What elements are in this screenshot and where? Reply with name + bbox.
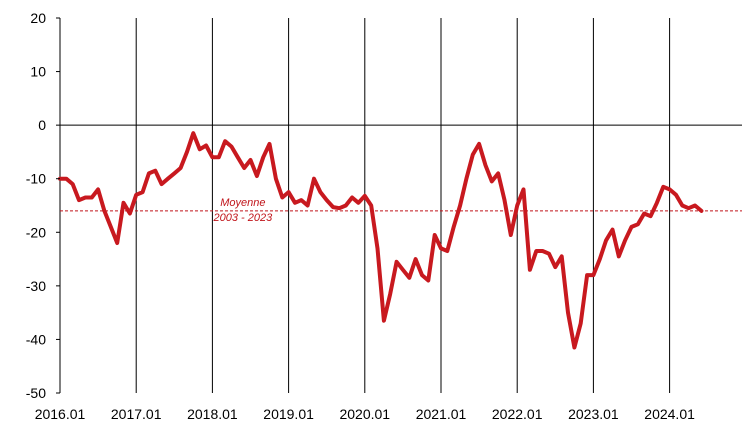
- series-line: [58, 131, 704, 350]
- y-tick-label: -40: [26, 331, 46, 347]
- x-tick-label: 2018.01: [187, 406, 238, 422]
- y-tick-label: 20: [30, 10, 46, 26]
- x-tick-label: 2020.01: [339, 406, 390, 422]
- average-label-line2: 2003 - 2023: [213, 212, 274, 224]
- vertical-gridlines: [135, 18, 671, 393]
- x-tick-label: 2023.01: [568, 406, 619, 422]
- y-tick-labels: 20 10 0 -10 -20 -30 -40 -50: [26, 10, 60, 401]
- x-tick-label: 2021.01: [416, 406, 467, 422]
- average-label-line1: Moyenne: [220, 197, 265, 209]
- y-tick-label: 0: [38, 117, 46, 133]
- y-tick-label: -30: [26, 278, 46, 294]
- y-tick-label: -50: [26, 385, 46, 401]
- y-tick-label: -20: [26, 224, 46, 240]
- x-tick-label: 2019.01: [263, 406, 314, 422]
- x-tick-label: 2016.01: [35, 406, 86, 422]
- x-tick-labels: 2016.01 2017.01 2018.01 2019.01 2020.01 2021.…: [35, 406, 695, 422]
- y-tick-label: -10: [26, 171, 46, 187]
- y-tick-label: 10: [30, 64, 46, 80]
- x-tick-label: 2024.01: [644, 406, 695, 422]
- x-tick-label: 2017.01: [111, 406, 162, 422]
- x-tick-label: 2022.01: [492, 406, 543, 422]
